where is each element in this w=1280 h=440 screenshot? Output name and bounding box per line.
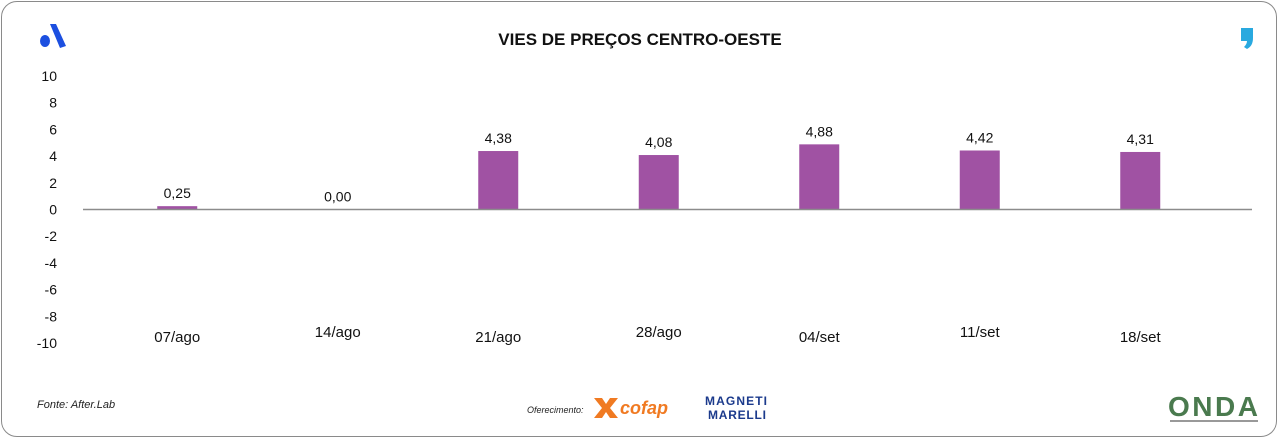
logo-right-icon (1241, 28, 1253, 49)
sponsor-label: Oferecimento: (527, 405, 584, 415)
onda-logo: ONDA (1168, 391, 1258, 422)
bar (157, 206, 198, 210)
y-tick-label: 6 (49, 121, 57, 137)
bar (478, 151, 519, 210)
svg-text:cofap: cofap (620, 398, 668, 418)
y-tick-label: 10 (41, 68, 57, 84)
data-label: 4,42 (966, 129, 993, 145)
data-label: 4,31 (1127, 131, 1154, 147)
x-tick-label: 11/set (960, 324, 1001, 341)
y-tick-label: -10 (37, 335, 57, 351)
x-tick-label: 14/ago (315, 324, 361, 341)
chart-title: VIES DE PREÇOS CENTRO-OESTE (498, 30, 782, 49)
data-label: 4,88 (806, 123, 833, 139)
data-label: 4,38 (485, 130, 512, 146)
x-tick-label: 21/ago (475, 329, 521, 346)
y-tick-label: 8 (49, 95, 57, 111)
y-tick-label: 4 (49, 148, 57, 164)
magneti-marelli-logo: MAGNETI MARELLI (705, 394, 767, 422)
data-label: 4,08 (645, 134, 672, 150)
x-tick-label: 04/set (799, 329, 841, 346)
x-tick-label: 18/set (1120, 329, 1162, 346)
bar (1120, 151, 1161, 210)
svg-text:MAGNETI: MAGNETI (705, 394, 767, 408)
y-tick-label: -2 (45, 228, 58, 244)
data-label: 0,00 (324, 189, 351, 205)
svg-text:MARELLI: MARELLI (708, 408, 766, 422)
cofap-logo: cofap (594, 398, 668, 418)
bar (799, 144, 840, 210)
y-tick-label: -6 (45, 282, 58, 298)
y-tick-label: -8 (45, 308, 58, 324)
x-tick-label: 07/ago (154, 329, 200, 346)
y-tick-label: 2 (49, 175, 57, 191)
x-tick-label: 28/ago (636, 324, 682, 341)
source-note: Fonte: After.Lab (37, 399, 116, 411)
svg-text:ONDA: ONDA (1168, 391, 1258, 422)
y-tick-label: 0 (49, 202, 57, 218)
y-tick-label: -4 (45, 255, 58, 271)
bar (638, 155, 679, 210)
data-label: 0,25 (164, 185, 191, 201)
logo-left-icon (40, 24, 66, 48)
bar (959, 150, 1000, 210)
